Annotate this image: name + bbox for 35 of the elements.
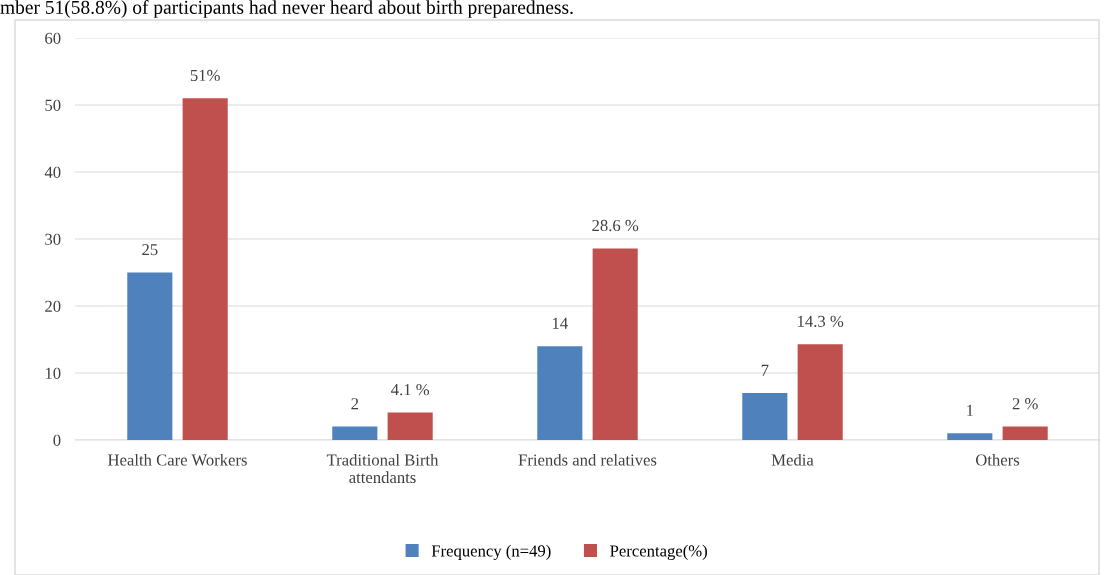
data-label: 51% <box>190 69 220 82</box>
data-label: 7 <box>761 364 769 376</box>
y-tick-label: 60 <box>45 32 61 44</box>
y-tick-label: 0 <box>53 434 61 446</box>
bar <box>742 393 788 440</box>
data-label: 28.6 % <box>592 219 639 232</box>
bar <box>537 346 583 440</box>
data-label: 2 <box>351 398 359 410</box>
legend-label: Frequency (n=49) <box>431 544 551 560</box>
bar <box>592 248 638 440</box>
bar <box>182 98 228 440</box>
bar <box>332 426 378 440</box>
bar <box>1002 426 1048 440</box>
data-label: 14.3 % <box>798 315 844 327</box>
x-tick-label: Friends and relatives <box>518 453 657 466</box>
bar <box>797 344 843 440</box>
x-tick-label: Health Care Workers <box>107 453 247 466</box>
legend-label: Percentage(%) <box>610 544 707 560</box>
bar <box>387 412 433 440</box>
data-label: 1 <box>967 404 973 416</box>
bar <box>127 272 173 440</box>
y-tick-label: 50 <box>45 99 61 111</box>
x-tick-label: Others <box>975 453 1020 466</box>
data-label: 25 <box>142 244 158 256</box>
data-label: 14 <box>552 317 568 329</box>
y-tick-label: 20 <box>45 300 61 312</box>
x-tick-label: Traditional Birth attendants <box>326 453 439 484</box>
text: mber 51(58.8%) of participants had never heard about birth preparedness. <box>0 0 573 18</box>
data-label: 2 % <box>1012 398 1038 410</box>
y-tick-label: 40 <box>44 166 61 178</box>
bar <box>947 433 993 440</box>
x-tick-label: Media <box>771 453 814 466</box>
y-tick-label: 10 <box>45 367 61 379</box>
data-label: 4.1 % <box>391 384 430 396</box>
y-tick-label: 30 <box>45 233 61 245</box>
